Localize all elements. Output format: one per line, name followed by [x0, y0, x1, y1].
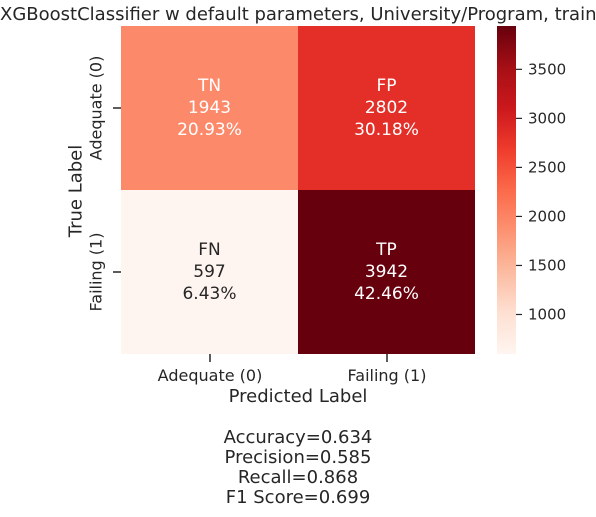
- cell-fn-percent: 6.43%: [182, 284, 236, 304]
- accuracy-metric: Accuracy=0.634: [223, 427, 373, 448]
- cell-tp-rect: [298, 190, 475, 354]
- cell-fp-rect: [298, 26, 475, 190]
- cell-tp-percent: 42.46%: [354, 284, 419, 304]
- colorbar-tick-3000: 3000: [516, 109, 566, 127]
- cell-fp-label: FP: [376, 76, 396, 96]
- y-tick-failing: Failing (1): [86, 232, 106, 312]
- cell-fn-rect: [121, 190, 298, 354]
- recall-metric: Recall=0.868: [237, 467, 359, 488]
- chart-title: XGBoostClassifier w default parameters, …: [0, 4, 596, 25]
- x-axis-label: Predicted Label: [228, 386, 368, 407]
- colorbar-tick-label: 2500: [528, 158, 566, 176]
- cell-tn-rect: [121, 26, 298, 190]
- x-tick-adequate: Adequate (0): [157, 366, 263, 385]
- colorbar-tick-2000: 2000: [516, 207, 566, 225]
- cell-tn-percent: 20.93%: [177, 120, 242, 140]
- colorbar-tick-2500: 2500: [516, 158, 566, 176]
- colorbar-tick-label: 3000: [528, 109, 566, 127]
- precision-metric: Precision=0.585: [224, 447, 372, 468]
- colorbar-tick-label: 1000: [528, 305, 566, 323]
- colorbar-tick-label: 1500: [528, 256, 566, 274]
- cell-tn-count: 1943: [188, 98, 231, 118]
- colorbar-tick-1000: 1000: [516, 305, 566, 323]
- f1-score-metric: F1 Score=0.699: [225, 487, 371, 508]
- cell-fn-count: 597: [193, 262, 225, 282]
- x-tick-failing: Failing (1): [347, 366, 427, 385]
- y-axis-label: True Label: [65, 144, 87, 238]
- colorbar-tick-1500: 1500: [516, 256, 566, 274]
- cell-tp-count: 3942: [365, 262, 408, 282]
- cell-fn-label: FN: [198, 240, 221, 260]
- colorbar-tick-3500: 3500: [516, 60, 566, 78]
- colorbar: [497, 26, 516, 354]
- colorbar-tick-label: 2000: [528, 207, 566, 225]
- cell-fp-count: 2802: [365, 98, 408, 118]
- cell-tn-label: TN: [197, 76, 221, 96]
- cell-tp-label: TP: [375, 240, 397, 260]
- cell-fp-percent: 30.18%: [354, 120, 419, 140]
- colorbar-tick-label: 3500: [528, 60, 566, 78]
- y-tick-adequate: Adequate (0): [86, 55, 106, 161]
